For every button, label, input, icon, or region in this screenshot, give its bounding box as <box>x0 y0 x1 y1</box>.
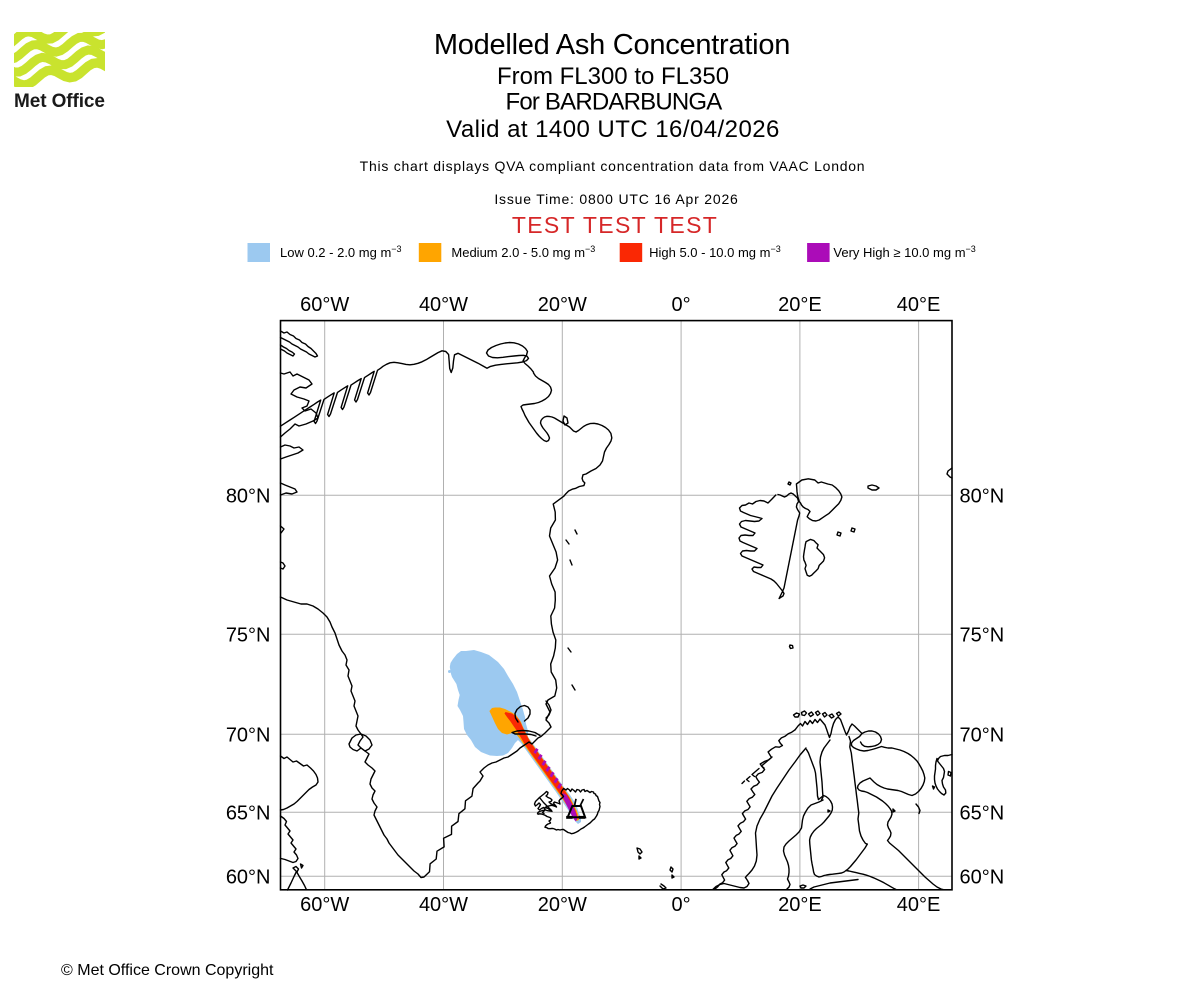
svg-text:60°W: 60°W <box>300 294 349 316</box>
svg-text:80°N: 80°N <box>960 485 1005 507</box>
svg-text:Very High ≥ 10.0 mg m−3: Very High ≥ 10.0 mg m−3 <box>833 244 975 260</box>
svg-text:40°W: 40°W <box>419 894 468 916</box>
svg-text:For BARDARBUNGA: For BARDARBUNGA <box>505 89 722 116</box>
svg-text:Met Office: Met Office <box>14 91 105 112</box>
svg-text:TEST TEST TEST: TEST TEST TEST <box>512 212 718 238</box>
svg-text:20°W: 20°W <box>538 294 587 316</box>
svg-text:65°N: 65°N <box>960 802 1005 824</box>
svg-text:Medium 2.0 - 5.0 mg m−3: Medium 2.0 - 5.0 mg m−3 <box>451 244 595 260</box>
svg-text:0°: 0° <box>672 894 691 916</box>
svg-text:Low 0.2 - 2.0 mg m−3: Low 0.2 - 2.0 mg m−3 <box>280 244 402 260</box>
svg-text:60°W: 60°W <box>300 894 349 916</box>
svg-text:40°W: 40°W <box>419 294 468 316</box>
svg-text:From FL300 to FL350: From FL300 to FL350 <box>497 63 729 90</box>
svg-text:80°N: 80°N <box>226 485 271 507</box>
svg-text:70°N: 70°N <box>960 725 1005 747</box>
svg-text:© Met Office Crown Copyright: © Met Office Crown Copyright <box>61 962 274 979</box>
svg-text:High 5.0 - 10.0 mg m−3: High 5.0 - 10.0 mg m−3 <box>649 244 781 260</box>
svg-text:This chart displays QVA compli: This chart displays QVA compliant concen… <box>360 158 866 174</box>
svg-text:Issue Time: 0800 UTC 16 Apr 20: Issue Time: 0800 UTC 16 Apr 2026 <box>494 191 738 207</box>
svg-text:Valid at 1400 UTC 16/04/2026: Valid at 1400 UTC 16/04/2026 <box>446 116 780 143</box>
svg-text:0°: 0° <box>672 294 691 316</box>
svg-text:60°N: 60°N <box>960 867 1005 889</box>
svg-text:65°N: 65°N <box>226 802 271 824</box>
svg-text:Modelled Ash Concentration: Modelled Ash Concentration <box>434 29 790 61</box>
svg-text:20°E: 20°E <box>778 294 822 316</box>
svg-text:20°W: 20°W <box>538 894 587 916</box>
svg-text:40°E: 40°E <box>897 894 941 916</box>
svg-text:20°E: 20°E <box>778 894 822 916</box>
svg-text:75°N: 75°N <box>960 625 1005 647</box>
svg-text:70°N: 70°N <box>226 725 271 747</box>
svg-text:75°N: 75°N <box>226 625 271 647</box>
svg-text:40°E: 40°E <box>897 294 941 316</box>
svg-text:60°N: 60°N <box>226 867 271 889</box>
